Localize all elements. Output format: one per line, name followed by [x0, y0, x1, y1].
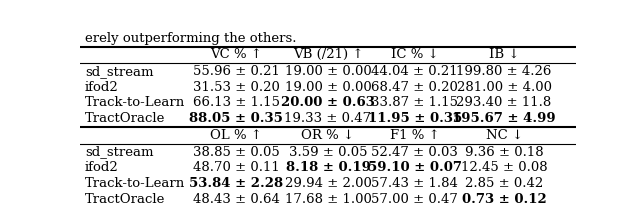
- Text: 55.96 ± 0.21: 55.96 ± 0.21: [193, 65, 280, 78]
- Text: VB (/21) ↑: VB (/21) ↑: [292, 48, 364, 61]
- Text: 31.53 ± 0.20: 31.53 ± 0.20: [193, 81, 280, 94]
- Text: 17.68 ± 1.00: 17.68 ± 1.00: [285, 193, 371, 206]
- Text: 19.00 ± 0.00: 19.00 ± 0.00: [285, 65, 371, 78]
- Text: 12.45 ± 0.08: 12.45 ± 0.08: [461, 161, 547, 174]
- Text: sd_stream: sd_stream: [85, 146, 154, 159]
- Text: 11.95 ± 0.35: 11.95 ± 0.35: [367, 112, 462, 125]
- Text: IB ↓: IB ↓: [489, 48, 519, 61]
- Text: 59.10 ± 0.07: 59.10 ± 0.07: [368, 161, 462, 174]
- Text: OR % ↓: OR % ↓: [301, 129, 355, 142]
- Text: TractOracle: TractOracle: [85, 112, 165, 125]
- Text: NC ↓: NC ↓: [486, 129, 523, 142]
- Text: 29.94 ± 2.00: 29.94 ± 2.00: [285, 177, 371, 190]
- Text: 57.00 ± 0.47: 57.00 ± 0.47: [371, 193, 458, 206]
- Text: 19.00 ± 0.00: 19.00 ± 0.00: [285, 81, 371, 94]
- Text: 20.00 ± 0.63: 20.00 ± 0.63: [281, 97, 375, 109]
- Text: 66.13 ± 1.15: 66.13 ± 1.15: [193, 97, 280, 109]
- Text: 293.40 ± 11.8: 293.40 ± 11.8: [456, 97, 552, 109]
- Text: 68.47 ± 0.20: 68.47 ± 0.20: [371, 81, 458, 94]
- Text: F1 % ↑: F1 % ↑: [390, 129, 440, 142]
- Text: 44.04 ± 0.21: 44.04 ± 0.21: [371, 65, 458, 78]
- Text: 8.18 ± 0.19: 8.18 ± 0.19: [285, 161, 371, 174]
- Text: 195.67 ± 4.99: 195.67 ± 4.99: [452, 112, 556, 125]
- Text: erely outperforming the others.: erely outperforming the others.: [85, 32, 296, 45]
- Text: OL % ↑: OL % ↑: [210, 129, 262, 142]
- Text: ifod2: ifod2: [85, 81, 118, 94]
- Text: 0.73 ± 0.12: 0.73 ± 0.12: [461, 193, 547, 206]
- Text: sd_stream: sd_stream: [85, 65, 154, 78]
- Text: 9.36 ± 0.18: 9.36 ± 0.18: [465, 146, 543, 159]
- Text: Track-to-Learn: Track-to-Learn: [85, 97, 185, 109]
- Text: 53.84 ± 2.28: 53.84 ± 2.28: [189, 177, 284, 190]
- Text: 199.80 ± 4.26: 199.80 ± 4.26: [456, 65, 552, 78]
- Text: 3.59 ± 0.05: 3.59 ± 0.05: [289, 146, 367, 159]
- Text: 2.85 ± 0.42: 2.85 ± 0.42: [465, 177, 543, 190]
- Text: Track-to-Learn: Track-to-Learn: [85, 177, 185, 190]
- Text: 52.47 ± 0.03: 52.47 ± 0.03: [371, 146, 458, 159]
- Text: 57.43 ± 1.84: 57.43 ± 1.84: [371, 177, 458, 190]
- Text: 19.33 ± 0.47: 19.33 ± 0.47: [284, 112, 372, 125]
- Text: 33.87 ± 1.15: 33.87 ± 1.15: [371, 97, 458, 109]
- Text: 88.05 ± 0.35: 88.05 ± 0.35: [189, 112, 283, 125]
- Text: 48.70 ± 0.11: 48.70 ± 0.11: [193, 161, 280, 174]
- Text: 48.43 ± 0.64: 48.43 ± 0.64: [193, 193, 280, 206]
- Text: VC % ↑: VC % ↑: [210, 48, 262, 61]
- Text: TractOracle: TractOracle: [85, 193, 165, 206]
- Text: ifod2: ifod2: [85, 161, 118, 174]
- Text: IC % ↓: IC % ↓: [391, 48, 438, 61]
- Text: 281.00 ± 4.00: 281.00 ± 4.00: [456, 81, 552, 94]
- Text: 38.85 ± 0.05: 38.85 ± 0.05: [193, 146, 280, 159]
